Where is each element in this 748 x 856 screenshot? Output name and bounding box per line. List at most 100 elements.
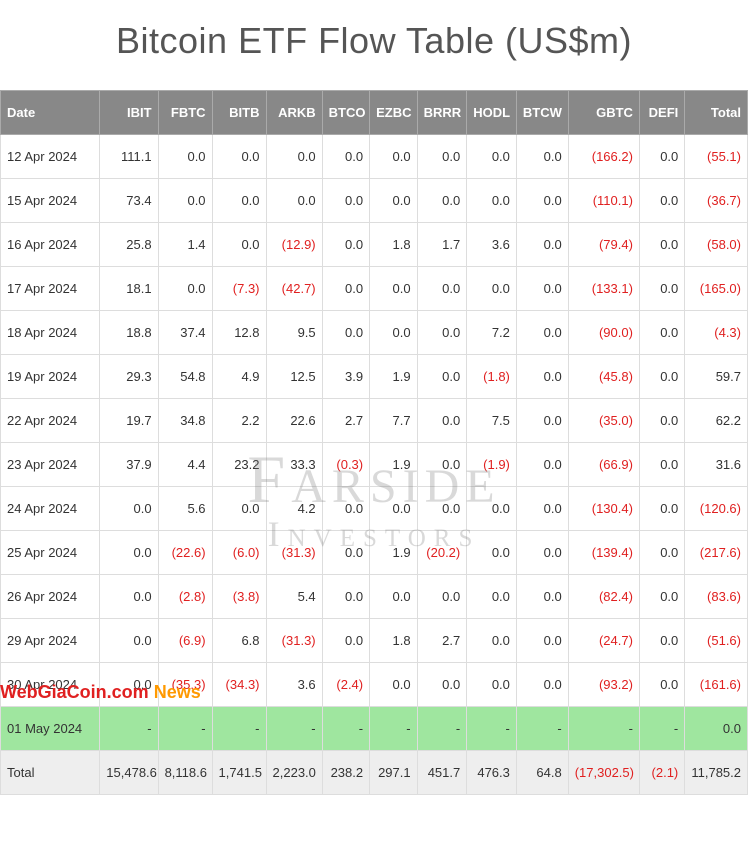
value-cell: 0.0 bbox=[467, 619, 517, 663]
value-cell: 4.2 bbox=[266, 487, 322, 531]
value-cell: 0.0 bbox=[100, 663, 158, 707]
value-cell: (7.3) bbox=[212, 267, 266, 311]
col-btcw: BTCW bbox=[516, 91, 568, 135]
date-cell: 12 Apr 2024 bbox=[1, 135, 100, 179]
value-cell: (22.6) bbox=[158, 531, 212, 575]
value-cell: 12.5 bbox=[266, 355, 322, 399]
etf-flow-table: DateIBITFBTCBITBARKBBTCOEZBCBRRRHODLBTCW… bbox=[0, 90, 748, 795]
date-cell: 24 Apr 2024 bbox=[1, 487, 100, 531]
value-cell: 1.8 bbox=[370, 223, 417, 267]
date-cell: 23 Apr 2024 bbox=[1, 443, 100, 487]
col-gbtc: GBTC bbox=[568, 91, 639, 135]
date-cell: 30 Apr 2024 bbox=[1, 663, 100, 707]
date-cell: 22 Apr 2024 bbox=[1, 399, 100, 443]
date-cell: 17 Apr 2024 bbox=[1, 267, 100, 311]
value-cell: 0.0 bbox=[322, 179, 369, 223]
value-cell: (90.0) bbox=[568, 311, 639, 355]
date-cell: 01 May 2024 bbox=[1, 707, 100, 751]
value-cell: 0.0 bbox=[639, 531, 684, 575]
value-cell: 22.6 bbox=[266, 399, 322, 443]
value-cell: 111.1 bbox=[100, 135, 158, 179]
date-cell: 18 Apr 2024 bbox=[1, 311, 100, 355]
value-cell: (133.1) bbox=[568, 267, 639, 311]
value-cell: 0.0 bbox=[370, 179, 417, 223]
value-cell: - bbox=[417, 707, 467, 751]
value-cell: (217.6) bbox=[685, 531, 748, 575]
value-cell: 2.7 bbox=[322, 399, 369, 443]
value-cell: - bbox=[266, 707, 322, 751]
table-row: 24 Apr 20240.05.60.04.20.00.00.00.00.0(1… bbox=[1, 487, 748, 531]
value-cell: 9.5 bbox=[266, 311, 322, 355]
value-cell: 0.0 bbox=[516, 223, 568, 267]
table-row: 23 Apr 202437.94.423.233.3(0.3)1.90.0(1.… bbox=[1, 443, 748, 487]
value-cell: 34.8 bbox=[158, 399, 212, 443]
value-cell: 33.3 bbox=[266, 443, 322, 487]
value-cell: 5.6 bbox=[158, 487, 212, 531]
value-cell: 59.7 bbox=[685, 355, 748, 399]
table-row: 15 Apr 202473.40.00.00.00.00.00.00.00.0(… bbox=[1, 179, 748, 223]
value-cell: 1.8 bbox=[370, 619, 417, 663]
value-cell: 8,118.6 bbox=[158, 751, 212, 795]
value-cell: 0.0 bbox=[639, 135, 684, 179]
col-fbtc: FBTC bbox=[158, 91, 212, 135]
value-cell: 0.0 bbox=[322, 267, 369, 311]
value-cell: (35.3) bbox=[158, 663, 212, 707]
col-ibit: IBIT bbox=[100, 91, 158, 135]
value-cell: 0.0 bbox=[639, 619, 684, 663]
value-cell: 2.2 bbox=[212, 399, 266, 443]
table-row: Total15,478.68,118.61,741.52,223.0238.22… bbox=[1, 751, 748, 795]
value-cell: 5.4 bbox=[266, 575, 322, 619]
col-total: Total bbox=[685, 91, 748, 135]
col-arkb: ARKB bbox=[266, 91, 322, 135]
value-cell: 0.0 bbox=[322, 575, 369, 619]
value-cell: (51.6) bbox=[685, 619, 748, 663]
value-cell: 29.3 bbox=[100, 355, 158, 399]
table-row: 26 Apr 20240.0(2.8)(3.8)5.40.00.00.00.00… bbox=[1, 575, 748, 619]
value-cell: 0.0 bbox=[417, 179, 467, 223]
value-cell: 0.0 bbox=[370, 311, 417, 355]
value-cell: 0.0 bbox=[516, 267, 568, 311]
value-cell: - bbox=[370, 707, 417, 751]
value-cell: 0.0 bbox=[516, 135, 568, 179]
value-cell: (130.4) bbox=[568, 487, 639, 531]
value-cell: (93.2) bbox=[568, 663, 639, 707]
value-cell: (83.6) bbox=[685, 575, 748, 619]
value-cell: 7.5 bbox=[467, 399, 517, 443]
value-cell: 0.0 bbox=[266, 179, 322, 223]
value-cell: 0.0 bbox=[212, 223, 266, 267]
value-cell: 0.0 bbox=[370, 663, 417, 707]
value-cell: (165.0) bbox=[685, 267, 748, 311]
value-cell: 0.0 bbox=[516, 311, 568, 355]
value-cell: 3.9 bbox=[322, 355, 369, 399]
value-cell: 25.8 bbox=[100, 223, 158, 267]
value-cell: 0.0 bbox=[100, 619, 158, 663]
value-cell: 0.0 bbox=[100, 531, 158, 575]
value-cell: 0.0 bbox=[322, 135, 369, 179]
date-cell: 19 Apr 2024 bbox=[1, 355, 100, 399]
value-cell: (2.8) bbox=[158, 575, 212, 619]
value-cell: 0.0 bbox=[639, 355, 684, 399]
value-cell: - bbox=[568, 707, 639, 751]
value-cell: 0.0 bbox=[417, 487, 467, 531]
value-cell: - bbox=[100, 707, 158, 751]
value-cell: (20.2) bbox=[417, 531, 467, 575]
value-cell: 2.7 bbox=[417, 619, 467, 663]
value-cell: 23.2 bbox=[212, 443, 266, 487]
value-cell: 0.0 bbox=[516, 619, 568, 663]
value-cell: (1.8) bbox=[467, 355, 517, 399]
value-cell: (82.4) bbox=[568, 575, 639, 619]
value-cell: (166.2) bbox=[568, 135, 639, 179]
value-cell: - bbox=[322, 707, 369, 751]
col-hodl: HODL bbox=[467, 91, 517, 135]
value-cell: 1.9 bbox=[370, 443, 417, 487]
value-cell: 0.0 bbox=[212, 135, 266, 179]
value-cell: 0.0 bbox=[685, 707, 748, 751]
value-cell: (120.6) bbox=[685, 487, 748, 531]
value-cell: 0.0 bbox=[516, 443, 568, 487]
table-row: 12 Apr 2024111.10.00.00.00.00.00.00.00.0… bbox=[1, 135, 748, 179]
value-cell: 37.4 bbox=[158, 311, 212, 355]
value-cell: 0.0 bbox=[516, 663, 568, 707]
table-row: 16 Apr 202425.81.40.0(12.9)0.01.81.73.60… bbox=[1, 223, 748, 267]
value-cell: (3.8) bbox=[212, 575, 266, 619]
value-cell: 0.0 bbox=[370, 575, 417, 619]
